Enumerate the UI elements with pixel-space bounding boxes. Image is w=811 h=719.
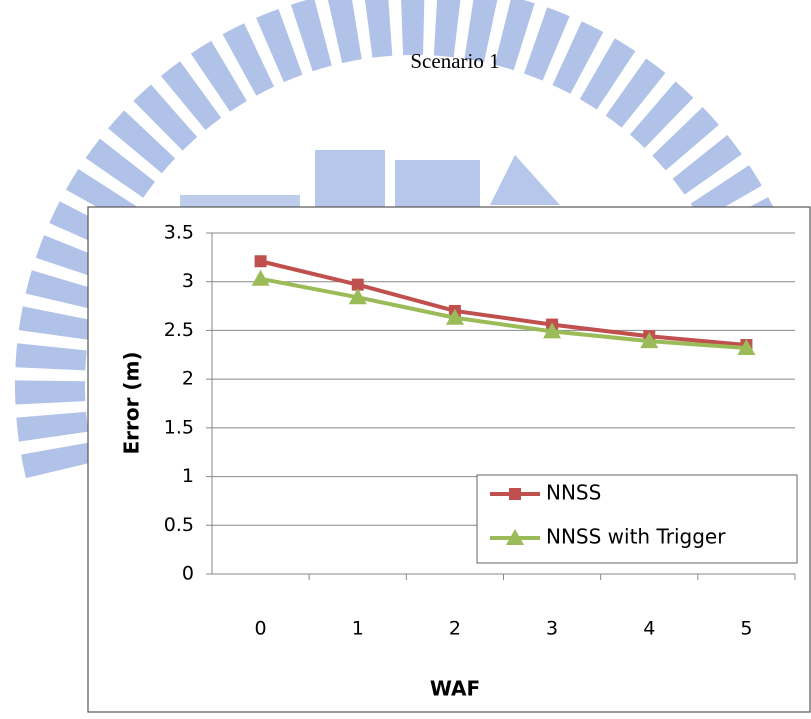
marker (509, 488, 521, 500)
watermark-block (395, 160, 480, 210)
x-tick-label: 2 (449, 618, 461, 640)
x-tick-label: 3 (546, 618, 558, 640)
y-tick-label: 3 (182, 270, 194, 292)
watermark-block (490, 155, 560, 205)
y-tick-label: 3.5 (164, 222, 194, 244)
x-tick-label: 0 (255, 618, 267, 640)
marker (348, 288, 367, 305)
marker (445, 308, 464, 325)
marker (254, 255, 267, 268)
marker (737, 338, 756, 355)
series-line (260, 259, 747, 348)
legend-box (476, 474, 798, 564)
watermark-block (315, 150, 385, 210)
marker (543, 322, 562, 339)
y-tick-label: 2.5 (164, 319, 194, 341)
y-tick-label: 0.5 (164, 514, 194, 536)
legend: NNSS NNSS with Trigger (476, 474, 798, 564)
watermark-arc (15, 0, 805, 479)
y-axis-title: Error (m) (120, 351, 144, 454)
plot-frame (87, 206, 811, 713)
y-tick-label: 1 (182, 465, 194, 487)
y-tick-label: 2 (182, 368, 194, 390)
x-tick-label: 4 (643, 618, 655, 640)
marker (506, 529, 524, 545)
legend-label: NNSS with Trigger (546, 525, 726, 549)
x-tick-label: 5 (740, 618, 752, 640)
x-axis-title: WAF (430, 677, 480, 701)
series-line (260, 276, 747, 350)
y-tick-label: 1.5 (164, 416, 194, 438)
marker (640, 332, 659, 349)
legend-label: NNSS (546, 481, 601, 505)
marker (251, 269, 270, 286)
chart-title: Scenario 1 (410, 49, 499, 73)
marker (351, 278, 364, 291)
y-tick-label: 0 (182, 563, 194, 585)
x-tick-label: 1 (352, 618, 364, 640)
